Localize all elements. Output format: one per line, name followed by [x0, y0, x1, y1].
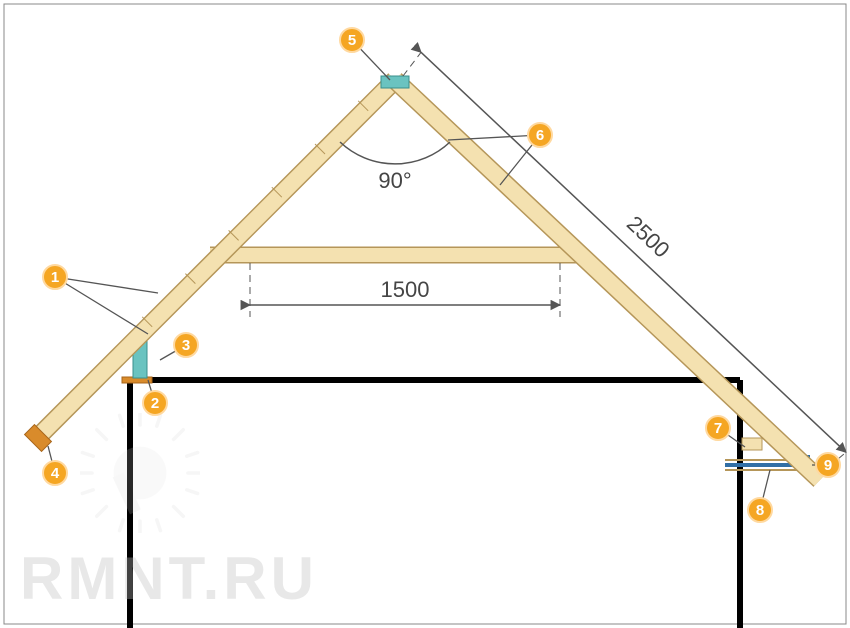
- callout-7: 7: [705, 415, 731, 441]
- truss-drawing: 90° 1500 2500: [0, 0, 850, 628]
- eave-block: [742, 438, 762, 450]
- ridge-plate: [381, 76, 409, 88]
- angle-arc: [340, 142, 450, 164]
- callout-1: 1: [42, 264, 68, 290]
- callout-4: 4: [42, 460, 68, 486]
- callout-9: 9: [815, 452, 841, 478]
- callout-5: 5: [339, 27, 365, 53]
- angle-label: 90°: [378, 168, 411, 193]
- dim-tie-label: 1500: [381, 277, 430, 302]
- callout-2: 2: [142, 390, 168, 416]
- dim-rafter-label: 2500: [622, 211, 675, 263]
- callout-6: 6: [527, 122, 553, 148]
- callout-leader: [55, 277, 158, 293]
- callout-8: 8: [747, 497, 773, 523]
- diagram-stage: 90°15002500 RMNT.RU 123456789: [0, 0, 850, 628]
- callout-3: 3: [173, 332, 199, 358]
- callout-leader: [55, 277, 148, 334]
